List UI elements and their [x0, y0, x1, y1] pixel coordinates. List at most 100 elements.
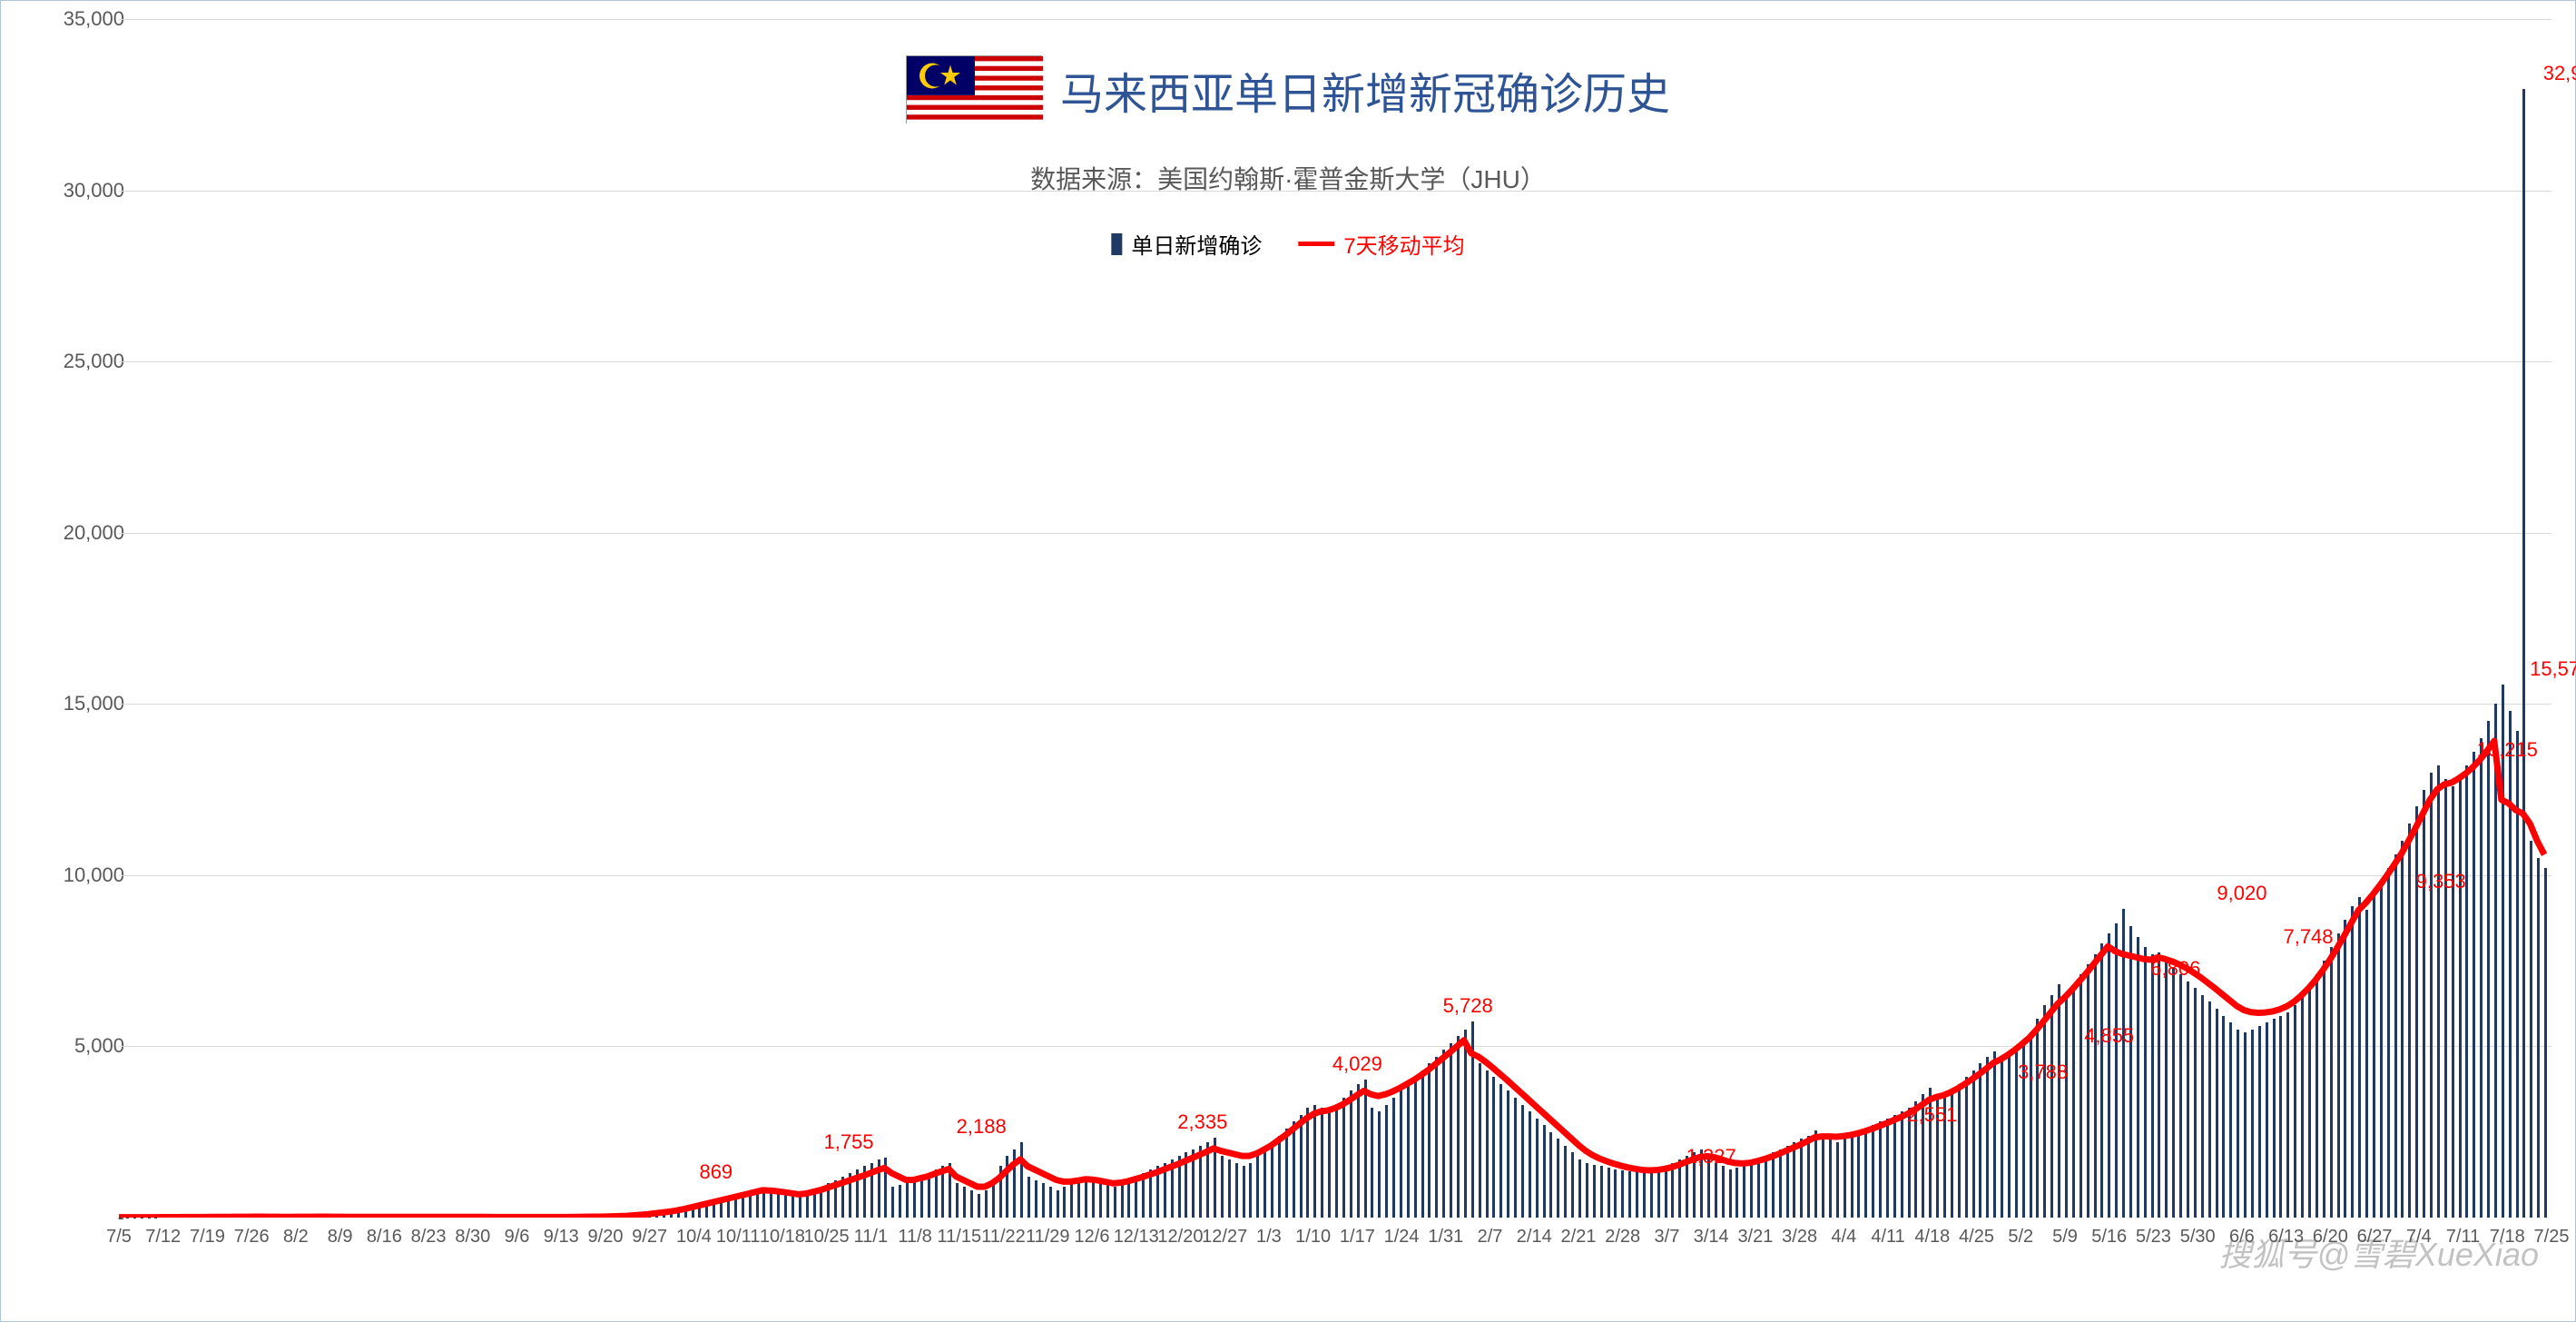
- bar: [1192, 1149, 1195, 1218]
- bar: [162, 1217, 164, 1218]
- bar: [2394, 854, 2397, 1218]
- bar: [1600, 1166, 1603, 1218]
- bar: [183, 1217, 186, 1218]
- bar: [1171, 1159, 1174, 1218]
- bar: [1901, 1111, 1903, 1218]
- bar: [1049, 1187, 1052, 1218]
- bar: [2072, 985, 2075, 1218]
- x-axis-tick: 8/16: [367, 1227, 402, 1248]
- bar: [2165, 961, 2168, 1218]
- bar: [1300, 1115, 1303, 1218]
- data-label: 2,551: [1907, 1103, 1957, 1127]
- bar: [176, 1217, 179, 1218]
- bar: [820, 1187, 822, 1218]
- bar: [1421, 1070, 1424, 1218]
- bar: [1965, 1077, 1968, 1218]
- data-label: 32,947: [2543, 62, 2576, 85]
- bar: [2094, 954, 2097, 1218]
- bar: [2380, 882, 2383, 1218]
- data-label: 1,755: [823, 1130, 873, 1154]
- bar: [2229, 1022, 2232, 1218]
- bar: [2279, 1016, 2282, 1218]
- bar: [2373, 896, 2375, 1218]
- bar: [2137, 937, 2139, 1218]
- bar: [2351, 906, 2354, 1218]
- data-label: 13,215: [2477, 738, 2538, 762]
- data-label: 2,335: [1177, 1110, 1227, 1134]
- y-axis-tick: 5,000: [15, 1034, 124, 1058]
- bar: [198, 1217, 201, 1218]
- bar: [211, 1217, 214, 1218]
- bar: [226, 1217, 229, 1218]
- bar: [1578, 1159, 1581, 1218]
- bar: [1085, 1177, 1087, 1218]
- bar: [978, 1194, 980, 1218]
- bar: [1793, 1142, 1795, 1218]
- data-label: 7,748: [2283, 925, 2333, 949]
- bar: [2216, 1009, 2218, 1218]
- bar: [262, 1217, 265, 1218]
- bar: [1127, 1180, 1130, 1218]
- bar: [534, 1217, 536, 1218]
- bar: [777, 1192, 780, 1218]
- bar: [742, 1194, 744, 1218]
- x-axis-tick: 11/8: [898, 1227, 931, 1248]
- bar: [806, 1194, 809, 1218]
- x-axis-tick: 9/20: [588, 1227, 624, 1248]
- bar: [498, 1217, 501, 1218]
- x-axis-tick: 11/1: [854, 1227, 888, 1248]
- bar: [398, 1217, 400, 1218]
- bar: [2516, 731, 2519, 1218]
- bar: [305, 1217, 308, 1218]
- bar: [1450, 1043, 1452, 1218]
- bar: [1844, 1139, 1846, 1218]
- bar: [627, 1216, 630, 1218]
- bar: [2308, 985, 2311, 1218]
- bar: [878, 1159, 880, 1218]
- bar: [1027, 1177, 1030, 1218]
- x-axis-tick: 7/4: [2406, 1227, 2432, 1248]
- bar: [405, 1217, 408, 1218]
- bar: [1886, 1119, 1889, 1218]
- bar: [705, 1202, 708, 1218]
- bar: [720, 1199, 723, 1218]
- bar: [1729, 1169, 1732, 1218]
- bar: [340, 1217, 343, 1218]
- x-axis-tick: 9/6: [505, 1227, 530, 1248]
- bar: [655, 1212, 658, 1218]
- bar: [1757, 1159, 1760, 1218]
- bar: [348, 1217, 350, 1218]
- x-axis-tick: 6/13: [2268, 1227, 2304, 1248]
- bar: [570, 1217, 573, 1218]
- bar: [1249, 1163, 1252, 1218]
- bar: [2365, 910, 2368, 1218]
- x-axis-tick: 5/23: [2136, 1227, 2171, 1248]
- x-axis-tick: 1/24: [1384, 1227, 1420, 1248]
- bar: [749, 1192, 752, 1218]
- bar: [1099, 1183, 1102, 1218]
- bar: [2273, 1019, 2276, 1218]
- bar: [1156, 1166, 1159, 1218]
- bar: [1013, 1149, 1016, 1218]
- data-label: 15,573: [2530, 657, 2576, 681]
- bar: [1057, 1190, 1059, 1218]
- bar: [698, 1204, 701, 1218]
- bar: [1306, 1108, 1309, 1218]
- bar: [1357, 1084, 1360, 1218]
- bar: [970, 1190, 973, 1218]
- bar: [2115, 923, 2118, 1218]
- data-label: 1,327: [1686, 1145, 1736, 1169]
- x-axis-tick: 6/27: [2357, 1227, 2393, 1248]
- bar: [1385, 1105, 1388, 1218]
- bar: [2530, 841, 2532, 1218]
- bar: [2244, 1032, 2247, 1218]
- bar: [584, 1217, 586, 1218]
- bar: [2537, 858, 2540, 1218]
- bar: [620, 1216, 623, 1218]
- bar: [2043, 1005, 2046, 1218]
- x-axis-tick: 6/20: [2313, 1227, 2348, 1248]
- bar: [1121, 1183, 1124, 1218]
- data-label: 2,188: [957, 1115, 1007, 1139]
- x-axis-tick: 12/20: [1157, 1227, 1203, 1248]
- x-axis-tick: 7/25: [2534, 1227, 2570, 1248]
